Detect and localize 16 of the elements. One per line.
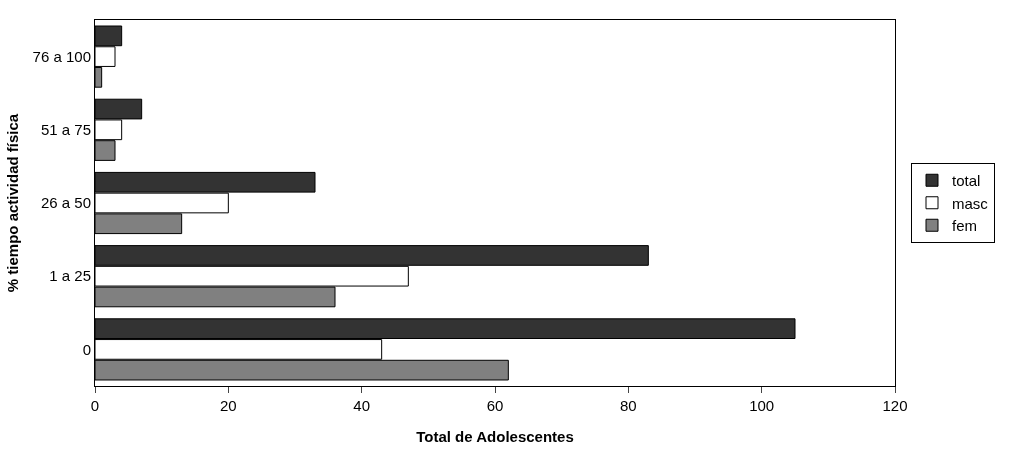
x-tick-label: 80 <box>619 397 637 414</box>
x-axis-title: Total de Adolescentes <box>416 428 574 445</box>
legend-label: masc <box>952 194 989 212</box>
y-tick-label: 26 a 50 <box>40 194 91 212</box>
x-tick-label: 60 <box>486 397 504 414</box>
y-tick-label: 1 a 25 <box>49 267 91 285</box>
y-tick-label: 51 a 75 <box>40 121 91 139</box>
x-tick-label: 100 <box>749 397 775 414</box>
y-axis-title: % tiempo actividad física <box>3 113 21 293</box>
legend-label: fem <box>952 217 978 235</box>
legend-label: total <box>952 172 981 190</box>
x-tick-label: 120 <box>882 397 908 414</box>
x-tick-label: 20 <box>219 397 237 414</box>
y-tick-label: 76 a 100 <box>32 47 91 65</box>
x-tick-label: 40 <box>353 397 371 414</box>
y-tick-label: 0 <box>82 340 91 358</box>
